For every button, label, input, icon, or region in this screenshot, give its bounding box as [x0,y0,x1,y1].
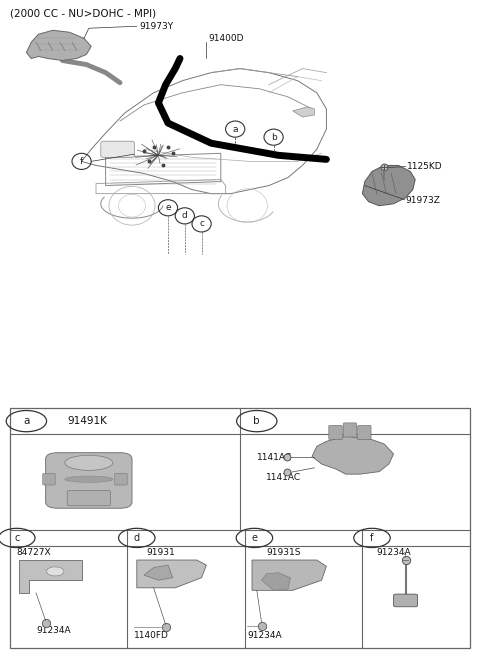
Text: 91400D: 91400D [209,34,244,43]
FancyBboxPatch shape [343,423,357,437]
Polygon shape [19,560,82,593]
Text: e: e [165,203,171,213]
Polygon shape [144,565,173,580]
FancyBboxPatch shape [358,425,371,440]
Text: d: d [134,533,140,543]
Ellipse shape [65,476,113,482]
Ellipse shape [65,455,113,470]
Text: f: f [80,157,83,166]
Text: d: d [182,211,188,220]
Text: 1141AC: 1141AC [266,473,301,482]
Text: 91234A: 91234A [247,631,282,640]
Polygon shape [362,165,415,206]
Text: (2000 CC - NU>DOHC - MPI): (2000 CC - NU>DOHC - MPI) [10,8,156,18]
Polygon shape [293,107,314,117]
Text: 91491K: 91491K [67,416,107,426]
Polygon shape [26,30,91,60]
Text: 91234A: 91234A [36,626,71,635]
Text: 91973Z: 91973Z [406,196,441,205]
FancyBboxPatch shape [101,141,134,157]
Text: 1141AC: 1141AC [257,453,292,462]
Text: a: a [232,125,238,134]
Polygon shape [137,560,206,588]
Polygon shape [252,560,326,590]
Text: 91931S: 91931S [266,548,301,557]
Text: f: f [370,533,374,543]
Text: b: b [271,133,276,142]
Text: 1125KD: 1125KD [407,162,443,171]
Text: c: c [199,219,204,228]
Text: c: c [14,533,20,543]
FancyBboxPatch shape [394,594,418,607]
FancyBboxPatch shape [43,474,55,485]
Text: 84727X: 84727X [17,548,51,557]
Text: 91234A: 91234A [377,548,411,557]
Circle shape [47,567,64,576]
FancyBboxPatch shape [115,474,127,485]
Polygon shape [312,436,394,474]
Text: a: a [23,416,30,426]
FancyBboxPatch shape [329,425,342,440]
Polygon shape [262,573,290,590]
FancyBboxPatch shape [46,453,132,508]
Text: b: b [253,416,260,426]
Text: e: e [252,533,257,543]
Text: 1140FD: 1140FD [134,631,169,640]
FancyBboxPatch shape [67,491,110,506]
Text: 91931: 91931 [146,548,175,557]
Text: 91973Y: 91973Y [139,22,173,31]
